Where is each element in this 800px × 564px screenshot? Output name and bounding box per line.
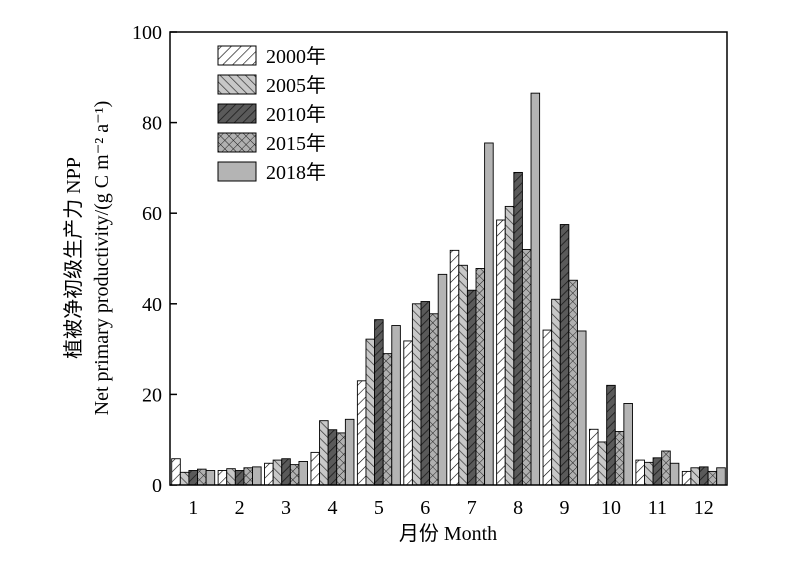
x-tick-label: 7 [467,497,477,519]
bar-2018年-month-3 [298,460,308,486]
y-tick-label: 40 [142,294,162,316]
x-axis-label: 月份 Month [399,522,497,545]
bar-2005年-month-9 [551,298,561,486]
bar-2010年-month-11 [652,457,663,486]
bar-2015年-month-11 [661,450,671,486]
bar-2018年-month-11 [669,462,680,486]
bar-2010年-month-4 [327,429,338,486]
bar-2005年-month-2 [226,468,236,486]
bar-2015年-month-5 [382,353,393,486]
bar-2018年-month-6 [437,273,448,486]
legend-label: 2010年 [266,103,326,126]
x-tick-label: 4 [327,497,337,519]
bar-2010年-month-9 [559,224,570,486]
bar-2018年-month-5 [391,325,401,486]
legend-label: 2005年 [266,74,326,97]
x-tick-label: 12 [694,497,714,519]
bars-group [171,92,726,486]
bar-2015年-month-4 [336,432,346,486]
plot-frame [169,31,728,486]
x-tick-label: 5 [374,497,384,519]
x-tick-label: 6 [420,497,430,519]
bar-2005年-month-10 [597,441,608,486]
bar-2015年-month-9 [568,279,578,486]
x-tick-label: 1 [188,497,198,519]
bar-2000年-month-10 [589,428,599,486]
bar-2018年-month-8 [530,92,541,486]
bar-2000年-month-8 [496,219,506,486]
legend-swatch [217,45,257,66]
y-axis-label-cn: 植被净初级生产力 NPP [62,157,85,359]
bar-2000年-month-11 [635,459,645,486]
x-tick-label: 8 [513,497,523,519]
legend-swatch [217,74,257,95]
bar-2018年-month-12 [716,467,726,486]
bar-2000年-month-12 [681,470,692,486]
bar-2015年-month-7 [475,268,486,486]
bar-2005年-month-1 [179,471,190,486]
bar-2015年-month-3 [289,464,300,486]
bar-2005年-month-8 [504,205,515,486]
legend-label: 2015年 [266,132,326,155]
legend: 2000年 2005年 2010年 2015年 2018年 [217,45,326,184]
bar-2015年-month-6 [429,313,439,486]
bar-2000年-month-3 [264,462,274,486]
x-tick-label: 11 [648,497,667,519]
bar-2010年-month-7 [466,289,477,486]
y-axis-label-en: Net primary productivity/(g C m⁻² a⁻¹) [91,101,113,416]
bar-2005年-month-4 [319,420,329,486]
bar-2005年-month-3 [272,459,283,486]
bar-2010年-month-6 [420,301,431,486]
legend-swatch [217,103,257,124]
legend-swatch [217,132,257,153]
legend-label: 2000年 [266,45,326,68]
y-tick-label: 60 [142,203,162,225]
bar-2015年-month-8 [521,248,532,486]
y-tick-label: 20 [142,384,162,406]
bar-2010年-month-10 [606,384,616,486]
bar-2005年-month-5 [365,338,376,486]
bar-2005年-month-7 [458,264,468,486]
bar-2015年-month-1 [197,468,207,486]
bar-2018年-month-2 [252,466,262,486]
bar-2018年-month-4 [344,418,355,486]
y-tick-label: 100 [132,22,162,44]
bar-2000年-month-7 [449,249,460,486]
bar-2000年-month-9 [542,329,553,486]
bar-2005年-month-11 [644,461,654,486]
y-tick-label: 0 [152,475,162,497]
bar-2015年-month-2 [243,467,253,486]
bar-2015年-month-10 [614,431,625,486]
y-axis-title: 植被净初级生产力 NPP Net primary productivity/(g… [62,101,113,416]
x-tick-label: 2 [235,497,245,519]
bar-2010年-month-1 [188,470,198,486]
bar-2005年-month-12 [690,467,700,486]
bar-2018年-month-9 [576,330,587,486]
bar-2015年-month-12 [707,470,718,486]
x-tick-label: 10 [601,497,621,519]
legend-swatch [217,161,257,182]
bar-2000年-month-6 [403,340,413,486]
x-tick-label: 3 [281,497,291,519]
x-tick-label: 9 [560,497,570,519]
bar-2010年-month-3 [281,458,291,486]
bar-2005年-month-6 [411,303,422,486]
bar-2010年-month-2 [234,470,245,486]
bar-2010年-month-12 [699,466,709,486]
bar-2018年-month-1 [205,470,216,486]
y-tick-label: 80 [142,113,162,135]
bar-2018年-month-10 [623,403,633,486]
bar-2000年-month-2 [217,470,228,486]
bar-2010年-month-8 [513,171,523,486]
bar-2000年-month-1 [171,458,181,486]
bar-2000年-month-5 [356,380,367,486]
legend-label: 2018年 [266,161,326,184]
bar-2000年-month-4 [310,451,321,486]
bar-2010年-month-5 [374,319,384,486]
bar-2018年-month-7 [484,142,494,486]
